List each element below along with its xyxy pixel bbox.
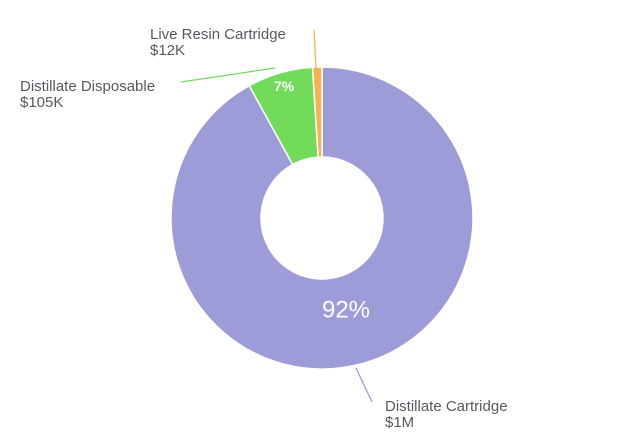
callout-value-distillate-disposable: $105K: [20, 94, 63, 111]
donut-slices: [170, 66, 474, 370]
callout-value-distillate-cartridge: $1M: [385, 414, 414, 431]
slice-percent-labels: 92% 7%: [274, 78, 370, 323]
callout-name-live-resin-cartridge: Live Resin Cartridge: [150, 26, 286, 43]
leader-lines: [180, 29, 373, 403]
percent-label-distillate-cartridge: 92%: [322, 296, 370, 323]
callout-name-distillate-disposable: Distillate Disposable: [20, 78, 155, 95]
leader-line-distillate-cartridge: [355, 367, 373, 403]
callout-name-distillate-cartridge: Distillate Cartridge: [385, 398, 508, 415]
slice-distillate-cartridge[interactable]: [170, 66, 474, 370]
leader-line-live-resin-cartridge: [313, 29, 317, 69]
slice-callout-labels: Distillate Cartridge$1M Distillate Dispos…: [20, 26, 508, 431]
percent-label-distillate-disposable: 7%: [274, 78, 295, 94]
leader-line-distillate-disposable: [180, 67, 276, 83]
callout-value-live-resin-cartridge: $12K: [150, 42, 185, 59]
